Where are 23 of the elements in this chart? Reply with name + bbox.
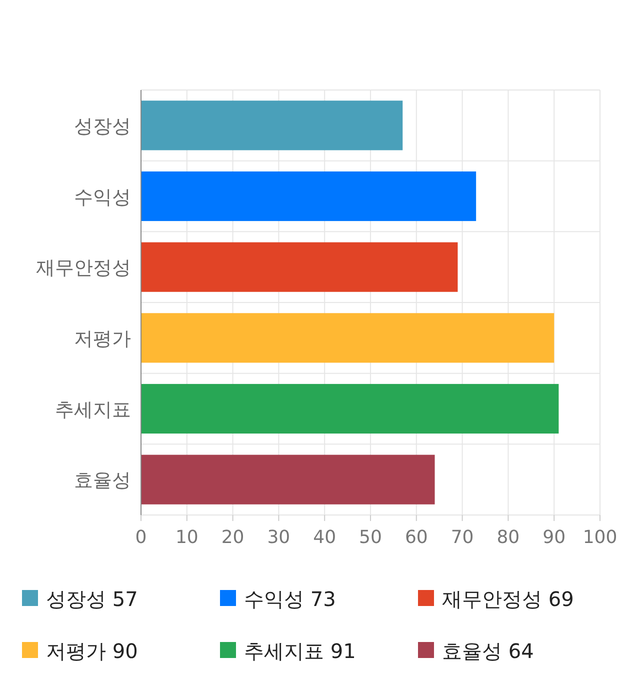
x-tick-label: 100 bbox=[582, 527, 618, 548]
x-tick-label: 20 bbox=[221, 527, 244, 548]
x-tick-label: 90 bbox=[542, 527, 566, 548]
y-tick-label: 효율성 bbox=[74, 470, 131, 492]
x-tick-label: 30 bbox=[267, 527, 290, 548]
x-tick-label: 0 bbox=[135, 527, 147, 548]
legend-label: 재무안정성 69 bbox=[442, 587, 574, 611]
x-tick-label: 60 bbox=[404, 527, 428, 548]
x-tick-label: 10 bbox=[175, 527, 198, 548]
y-tick-label: 저평가 bbox=[74, 328, 131, 350]
legend-label: 효율성 64 bbox=[442, 639, 534, 663]
y-tick-label: 추세지표 bbox=[55, 398, 131, 421]
x-tick-label: 50 bbox=[359, 527, 382, 548]
y-tick-label: 재무안정성 bbox=[36, 257, 131, 280]
x-tick-label: 70 bbox=[450, 527, 474, 548]
x-tick-label: 40 bbox=[313, 527, 336, 548]
legend-label: 추세지표 91 bbox=[244, 639, 356, 663]
legend-label: 수익성 73 bbox=[244, 587, 336, 611]
y-tick-label: 성장성 bbox=[74, 115, 131, 138]
legend-label: 성장성 57 bbox=[46, 587, 138, 611]
x-tick-label: 80 bbox=[496, 527, 520, 548]
y-tick-label: 수익성 bbox=[74, 186, 131, 208]
legend-label: 저평가 90 bbox=[46, 639, 138, 663]
